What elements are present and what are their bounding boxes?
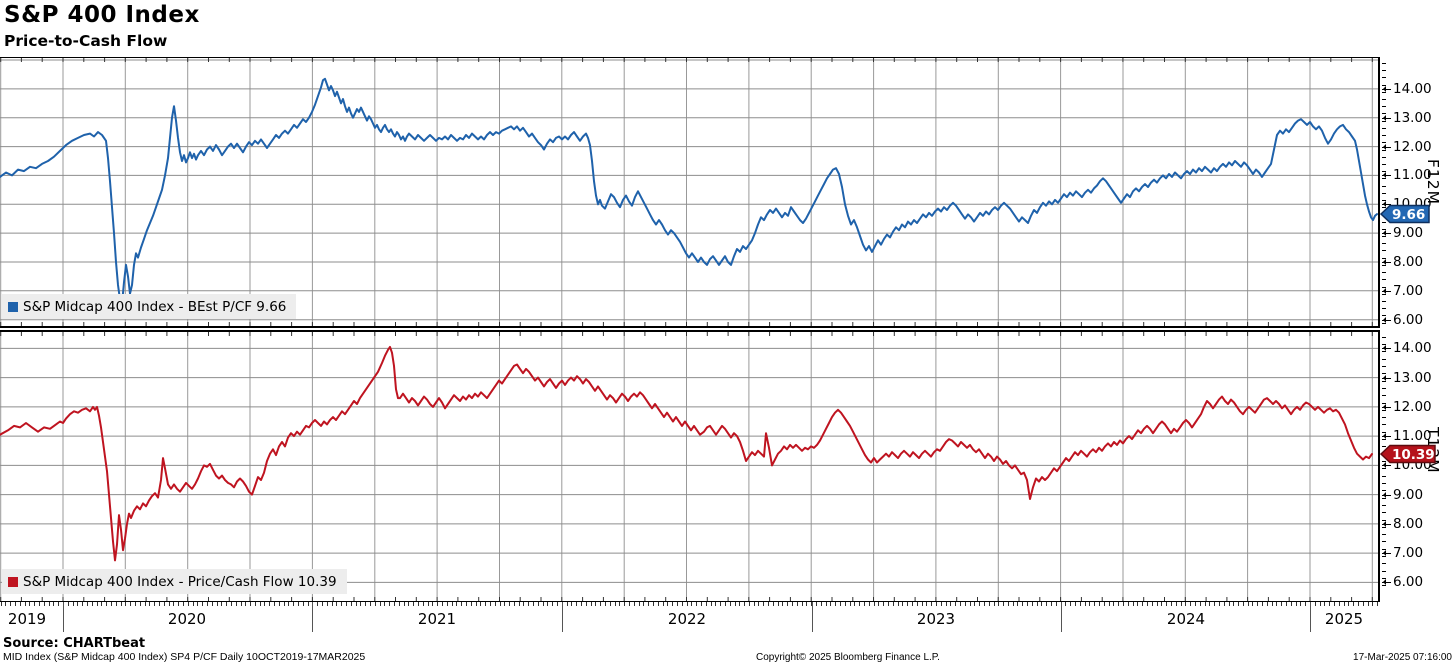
source-label: Source: CHARTbeat xyxy=(3,636,146,651)
y-axis-tick-label: 11.00 xyxy=(1393,167,1432,184)
year-divider xyxy=(63,602,64,632)
y-axis-tick-label: 11.00 xyxy=(1393,428,1432,445)
x-axis-year-label: 2024 xyxy=(1166,610,1206,628)
last-value-badge-blue: 9.66 xyxy=(1380,204,1430,224)
page-title: S&P 400 Index xyxy=(4,2,200,28)
y-axis-tick-label: 14.00 xyxy=(1393,340,1432,357)
legend-price-cash-flow: S&P Midcap 400 Index - Price/Cash Flow 1… xyxy=(2,569,347,594)
y-axis-tick-label: 8.00 xyxy=(1393,515,1424,532)
year-divider xyxy=(562,602,563,632)
best-pcf-line-plot[interactable] xyxy=(0,58,1378,326)
axis-side-label-f12m: F12M xyxy=(1424,158,1442,205)
legend-best-pcf: S&P Midcap 400 Index - BEst P/CF 9.66 xyxy=(2,294,297,319)
x-axis-year-label: 2023 xyxy=(916,610,956,628)
chart-meta-label: MID Index (S&P Midcap 400 Index) SP4 P/C… xyxy=(3,651,366,663)
last-value-badge-red: 10.39 xyxy=(1380,444,1436,464)
y-axis-tick-label: 9.00 xyxy=(1393,225,1424,242)
y-axis-tick-label: 8.00 xyxy=(1393,254,1424,270)
price-cash-flow-line-plot[interactable] xyxy=(0,332,1378,601)
y-axis-tick-label: 6.00 xyxy=(1393,311,1424,328)
legend-label: S&P Midcap 400 Index - BEst P/CF 9.66 xyxy=(23,298,287,315)
y-axis-tick-label: 9.00 xyxy=(1393,486,1424,503)
y-axis-tick-label: 13.00 xyxy=(1393,369,1432,386)
x-axis-year-label: 2025 xyxy=(1324,610,1364,628)
x-axis-year-label: 2020 xyxy=(167,610,207,628)
x-axis-year-label: 2021 xyxy=(417,610,457,628)
bottom-chart-panel[interactable]: S&P Midcap 400 Index - Price/Cash Flow 1… xyxy=(0,330,1378,602)
top-chart-panel[interactable]: S&P Midcap 400 Index - BEst P/CF 9.66 xyxy=(0,57,1378,328)
svg-text:10.39: 10.39 xyxy=(1392,447,1435,463)
x-axis-strip: 2019 2020 2021 2022 2023 2024 2025 xyxy=(0,602,1379,638)
y-axis-tick-label: 12.00 xyxy=(1393,398,1432,415)
red-series-marker-icon xyxy=(8,576,18,587)
blue-series-marker-icon xyxy=(8,301,18,312)
year-divider xyxy=(812,602,813,632)
y-axis-tick-label: 7.00 xyxy=(1393,282,1424,299)
year-divider xyxy=(312,602,313,632)
y-axis-tick-label: 12.00 xyxy=(1393,138,1432,155)
x-axis-year-label: 2019 xyxy=(7,610,47,628)
right-axis-bottom: T12M 10.39 14.0013.0012.0011.0010.009.00… xyxy=(1378,330,1456,602)
y-axis-tick-label: 14.00 xyxy=(1393,80,1432,97)
x-axis-year-label: 2022 xyxy=(667,610,707,628)
y-axis-tick-label: 6.00 xyxy=(1393,574,1424,591)
right-axis-top: F12M 9.66 14.00 13.00 12.00 11.00 10.00 9.00 8… xyxy=(1378,57,1456,328)
year-divider xyxy=(1310,602,1311,632)
timestamp-label: 17-Mar-2025 07:16:00 xyxy=(1353,652,1452,663)
y-axis-tick-label: 7.00 xyxy=(1393,545,1424,562)
y-axis-tick-label: 13.00 xyxy=(1393,109,1432,126)
year-divider xyxy=(1061,602,1062,632)
page-subtitle: Price-to-Cash Flow xyxy=(4,32,168,50)
svg-text:9.66: 9.66 xyxy=(1392,207,1425,223)
legend-label: S&P Midcap 400 Index - Price/Cash Flow 1… xyxy=(23,573,337,590)
copyright-label: Copyright© 2025 Bloomberg Finance L.P. xyxy=(756,652,940,663)
